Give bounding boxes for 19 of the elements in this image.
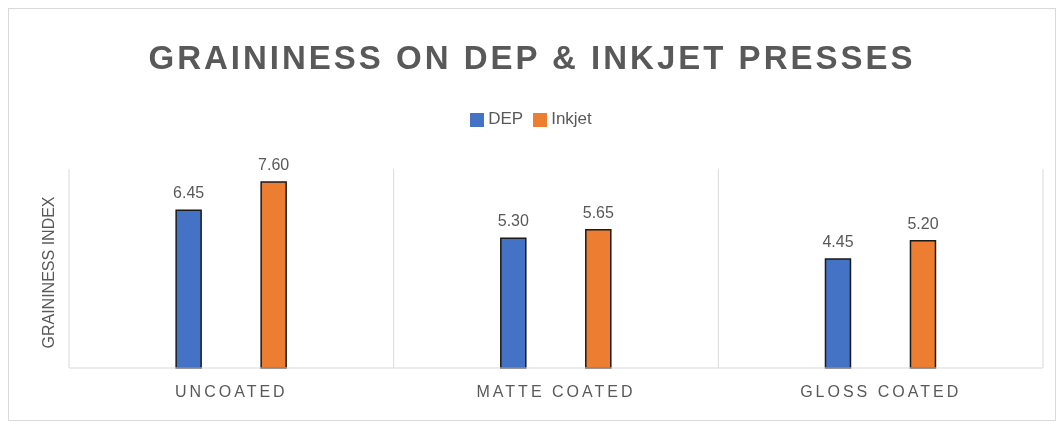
legend-label: Inkjet: [551, 109, 592, 128]
data-label: 7.60: [258, 156, 290, 174]
data-label: 4.45: [822, 233, 854, 251]
x-tick-label: UNCOATED: [175, 383, 288, 401]
y-axis-title: GRAININESS INDEX: [39, 196, 57, 349]
bar: [909, 240, 937, 369]
data-label: 5.30: [497, 212, 529, 230]
x-tick-label: MATTE COATED: [476, 383, 636, 401]
data-label: 6.45: [173, 184, 205, 202]
bar: [500, 237, 527, 369]
data-label: 5.20: [907, 214, 939, 232]
x-tick-label: GLOSS COATED: [800, 383, 962, 401]
bar: [585, 228, 612, 369]
bar: [260, 181, 287, 369]
bar: [175, 209, 202, 369]
chart-title: GRAININESS ON DEP & INKJET PRESSES: [147, 39, 917, 77]
data-label: 5.65: [582, 203, 614, 221]
legend-label: DEP: [488, 109, 524, 128]
bar: [824, 258, 852, 369]
